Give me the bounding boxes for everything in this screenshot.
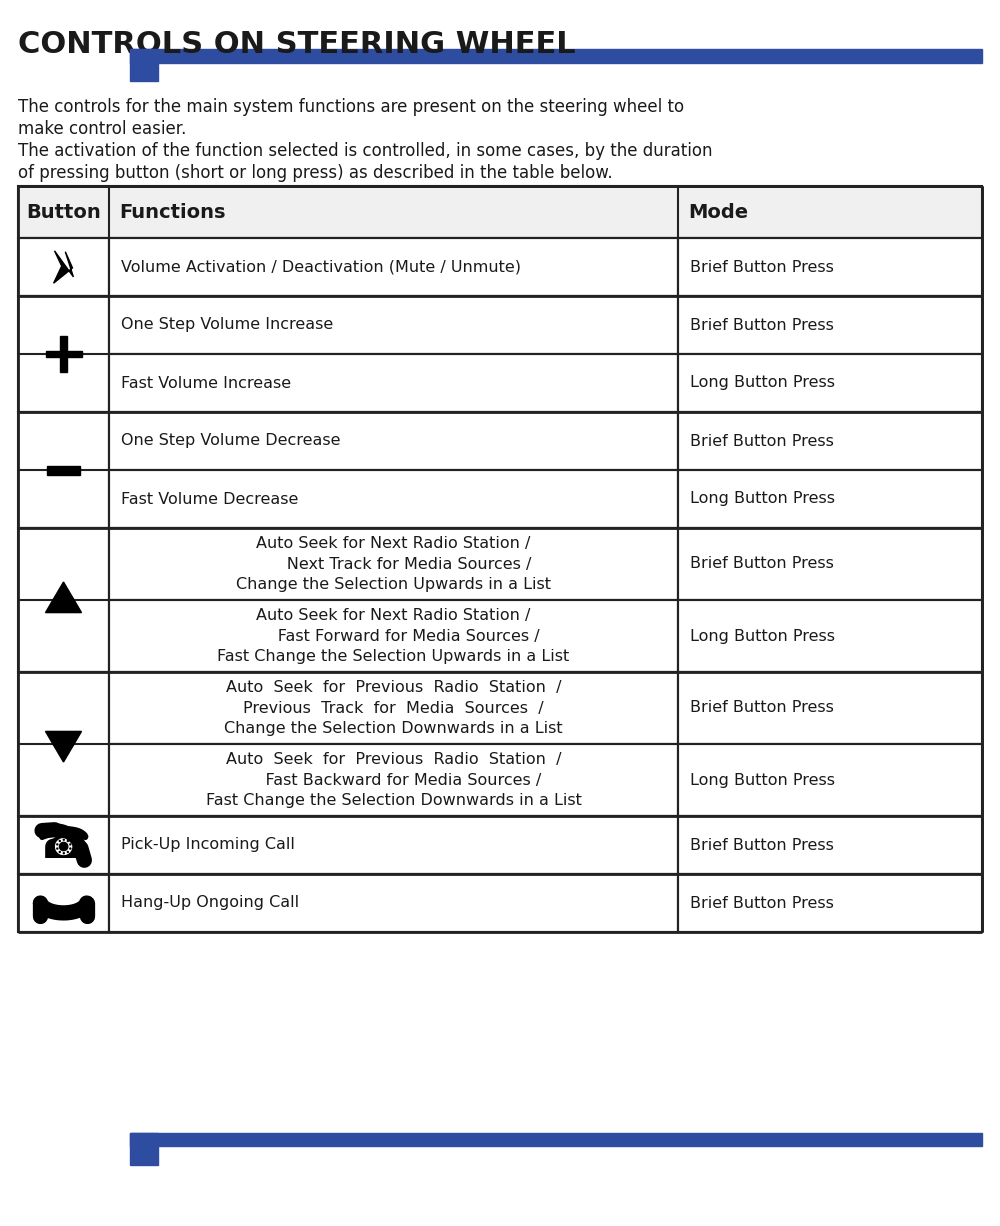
Text: Brief Button Press: Brief Button Press bbox=[690, 837, 834, 852]
Bar bbox=[130, 49, 158, 81]
Bar bbox=[18, 528, 109, 672]
Text: Button: Button bbox=[26, 202, 101, 222]
Bar bbox=[109, 672, 678, 744]
Text: Auto Seek for Next Radio Station /
      Fast Forward for Media Sources /
Fast C: Auto Seek for Next Radio Station / Fast … bbox=[217, 608, 570, 664]
Text: Long Button Press: Long Button Press bbox=[690, 629, 835, 644]
Text: Long Button Press: Long Button Press bbox=[690, 772, 835, 787]
Text: of pressing button (short or long press) as described in the table below.: of pressing button (short or long press)… bbox=[18, 164, 613, 181]
Bar bbox=[678, 528, 982, 600]
Bar bbox=[109, 744, 678, 817]
Bar bbox=[18, 817, 109, 874]
Bar bbox=[130, 1133, 158, 1165]
Bar bbox=[109, 470, 678, 528]
Text: ☎: ☎ bbox=[36, 824, 91, 867]
Text: Brief Button Press: Brief Button Press bbox=[690, 318, 834, 332]
Bar bbox=[109, 817, 678, 874]
Bar bbox=[18, 186, 982, 238]
Bar bbox=[678, 672, 982, 744]
Polygon shape bbox=[46, 582, 82, 613]
Text: Volume Activation / Deactivation (Mute / Unmute): Volume Activation / Deactivation (Mute /… bbox=[121, 260, 521, 275]
Bar bbox=[47, 466, 80, 474]
Text: Brief Button Press: Brief Button Press bbox=[690, 895, 834, 911]
Text: The controls for the main system functions are present on the steering wheel to: The controls for the main system functio… bbox=[18, 98, 684, 116]
Bar bbox=[678, 470, 982, 528]
Text: Brief Button Press: Brief Button Press bbox=[690, 700, 834, 716]
Bar bbox=[678, 354, 982, 412]
Text: Auto Seek for Next Radio Station /
      Next Track for Media Sources /
Change t: Auto Seek for Next Radio Station / Next … bbox=[236, 536, 551, 592]
Text: Fast Volume Decrease: Fast Volume Decrease bbox=[121, 492, 298, 506]
Text: Hang-Up Ongoing Call: Hang-Up Ongoing Call bbox=[121, 895, 299, 911]
Text: Long Button Press: Long Button Press bbox=[690, 375, 835, 391]
Bar bbox=[18, 295, 109, 412]
Text: Long Button Press: Long Button Press bbox=[690, 492, 835, 506]
Bar bbox=[678, 817, 982, 874]
Bar bbox=[109, 874, 678, 932]
Text: Auto  Seek  for  Previous  Radio  Station  /
    Fast Backward for Media Sources: Auto Seek for Previous Radio Station / F… bbox=[206, 752, 581, 808]
Bar bbox=[109, 528, 678, 600]
Bar bbox=[18, 874, 109, 932]
Text: CONTROLS ON STEERING WHEEL: CONTROLS ON STEERING WHEEL bbox=[18, 29, 576, 59]
Bar bbox=[109, 295, 678, 354]
Bar bbox=[109, 354, 678, 412]
Text: The activation of the function selected is controlled, in some cases, by the dur: The activation of the function selected … bbox=[18, 142, 712, 161]
Text: Pick-Up Incoming Call: Pick-Up Incoming Call bbox=[121, 837, 295, 852]
Bar bbox=[130, 49, 982, 63]
Text: Functions: Functions bbox=[119, 202, 226, 222]
Polygon shape bbox=[46, 732, 82, 763]
Bar bbox=[60, 336, 67, 371]
Bar bbox=[109, 238, 678, 295]
Text: Auto  Seek  for  Previous  Radio  Station  /
Previous  Track  for  Media  Source: Auto Seek for Previous Radio Station / P… bbox=[224, 680, 563, 736]
Text: One Step Volume Decrease: One Step Volume Decrease bbox=[121, 434, 340, 449]
Text: Brief Button Press: Brief Button Press bbox=[690, 557, 834, 571]
Bar bbox=[18, 412, 109, 528]
Bar bbox=[46, 351, 82, 358]
Bar bbox=[109, 600, 678, 672]
Bar bbox=[678, 874, 982, 932]
Bar bbox=[18, 238, 109, 295]
Text: Fast Volume Increase: Fast Volume Increase bbox=[121, 375, 291, 391]
Bar bbox=[130, 1133, 982, 1146]
Text: Brief Button Press: Brief Button Press bbox=[690, 260, 834, 275]
Bar bbox=[678, 744, 982, 817]
Bar bbox=[678, 600, 982, 672]
Bar bbox=[109, 412, 678, 470]
Bar bbox=[678, 238, 982, 295]
Text: make control easier.: make control easier. bbox=[18, 120, 186, 139]
Bar bbox=[18, 672, 109, 817]
Polygon shape bbox=[54, 251, 73, 283]
Text: Brief Button Press: Brief Button Press bbox=[690, 434, 834, 449]
Text: One Step Volume Increase: One Step Volume Increase bbox=[121, 318, 333, 332]
Bar bbox=[678, 412, 982, 470]
Bar bbox=[678, 295, 982, 354]
Text: Mode: Mode bbox=[688, 202, 748, 222]
